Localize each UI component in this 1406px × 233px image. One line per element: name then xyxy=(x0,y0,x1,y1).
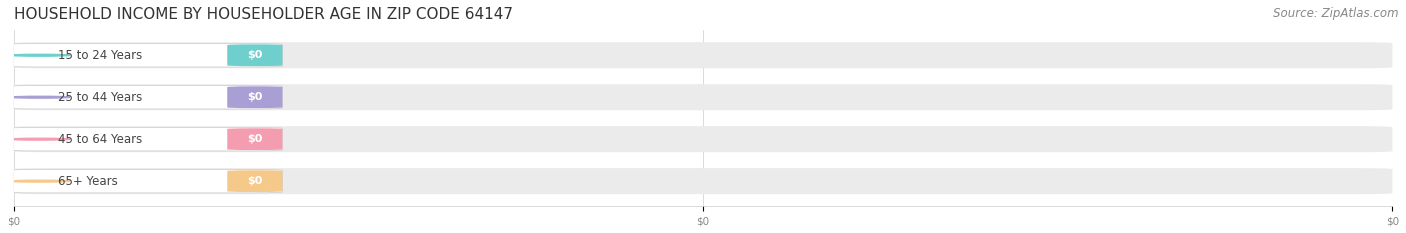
Circle shape xyxy=(10,54,70,56)
FancyBboxPatch shape xyxy=(14,126,1392,152)
Text: Source: ZipAtlas.com: Source: ZipAtlas.com xyxy=(1274,7,1399,20)
Text: 45 to 64 Years: 45 to 64 Years xyxy=(58,133,142,146)
FancyBboxPatch shape xyxy=(7,169,283,193)
FancyBboxPatch shape xyxy=(7,127,283,151)
FancyBboxPatch shape xyxy=(14,42,1392,68)
Text: 15 to 24 Years: 15 to 24 Years xyxy=(58,49,142,62)
Circle shape xyxy=(10,138,70,140)
Circle shape xyxy=(10,180,70,182)
Text: 25 to 44 Years: 25 to 44 Years xyxy=(58,91,142,104)
Text: HOUSEHOLD INCOME BY HOUSEHOLDER AGE IN ZIP CODE 64147: HOUSEHOLD INCOME BY HOUSEHOLDER AGE IN Z… xyxy=(14,7,513,22)
FancyBboxPatch shape xyxy=(14,168,1392,194)
FancyBboxPatch shape xyxy=(228,44,283,66)
Text: $0: $0 xyxy=(247,176,263,186)
FancyBboxPatch shape xyxy=(14,84,1392,110)
FancyBboxPatch shape xyxy=(228,128,283,150)
FancyBboxPatch shape xyxy=(7,44,283,67)
FancyBboxPatch shape xyxy=(228,170,283,192)
Text: $0: $0 xyxy=(247,134,263,144)
Text: 65+ Years: 65+ Years xyxy=(58,175,117,188)
Text: $0: $0 xyxy=(247,92,263,102)
FancyBboxPatch shape xyxy=(7,86,283,109)
FancyBboxPatch shape xyxy=(228,86,283,108)
Circle shape xyxy=(10,96,70,98)
Text: $0: $0 xyxy=(247,50,263,60)
